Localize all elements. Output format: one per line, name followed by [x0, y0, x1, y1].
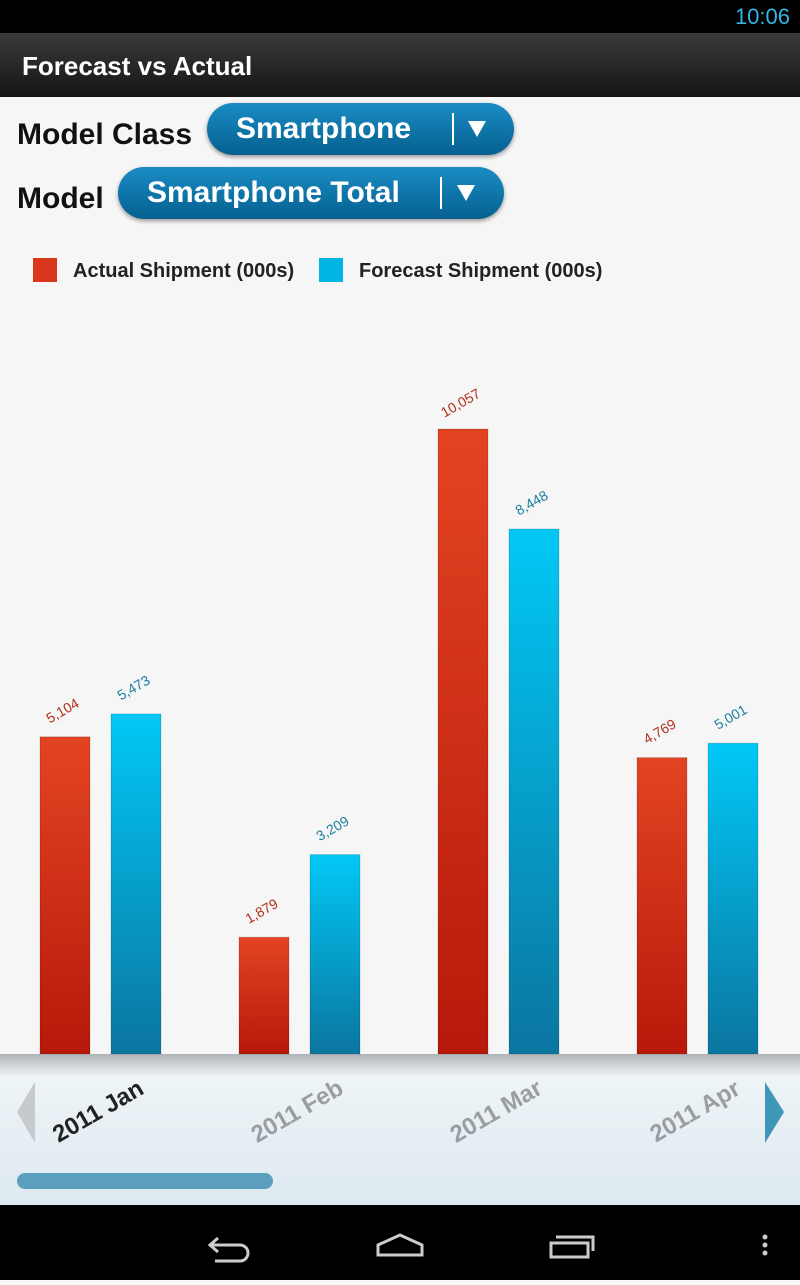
legend-swatch	[319, 258, 343, 282]
value-label: 1,879	[242, 895, 281, 926]
nav-icons	[207, 1233, 768, 1263]
value-label: 4,769	[640, 716, 679, 747]
value-label: 5,104	[43, 695, 82, 726]
value-label: 3,209	[313, 812, 352, 843]
bar	[508, 528, 560, 1055]
bar	[636, 757, 688, 1055]
menu-button[interactable]	[762, 1234, 768, 1256]
chart: Actual Shipment (000s) Forecast Shipment …	[0, 258, 800, 1205]
status-bar: 10:06	[0, 0, 800, 33]
value-label: 5,473	[114, 672, 153, 703]
home-button[interactable]	[376, 1233, 424, 1257]
app-bar: Forecast vs Actual	[0, 33, 800, 97]
bar	[238, 936, 290, 1055]
filter-label: Model Class	[17, 118, 193, 151]
dropdown-value: Smartphone	[236, 112, 412, 145]
value-label: 8,448	[512, 487, 551, 518]
bar	[707, 742, 759, 1055]
dropdown-value: Smartphone Total	[147, 176, 400, 209]
bar	[39, 736, 91, 1055]
scrollbar	[17, 1173, 273, 1189]
bar	[309, 854, 361, 1055]
bar	[437, 428, 489, 1055]
app-title: Forecast vs Actual	[22, 51, 253, 81]
scroll-right[interactable]	[765, 1082, 784, 1143]
bar	[110, 713, 162, 1055]
value-label: 5,001	[711, 701, 750, 732]
nav-bar	[0, 1205, 800, 1280]
filter-label: Model	[17, 182, 104, 215]
dropdown[interactable]: Smartphone	[207, 103, 514, 155]
back-button[interactable]	[207, 1236, 250, 1263]
legend-label: Forecast Shipment (000s)	[359, 260, 602, 282]
dropdown[interactable]: Smartphone Total	[118, 167, 504, 219]
recents-button[interactable]	[549, 1235, 595, 1259]
value-label: 10,057	[438, 385, 483, 420]
scroll-left[interactable]	[17, 1082, 35, 1143]
clock: 10:06	[734, 4, 790, 29]
legend-swatch	[33, 258, 57, 282]
legend-label: Actual Shipment (000s)	[73, 260, 294, 282]
